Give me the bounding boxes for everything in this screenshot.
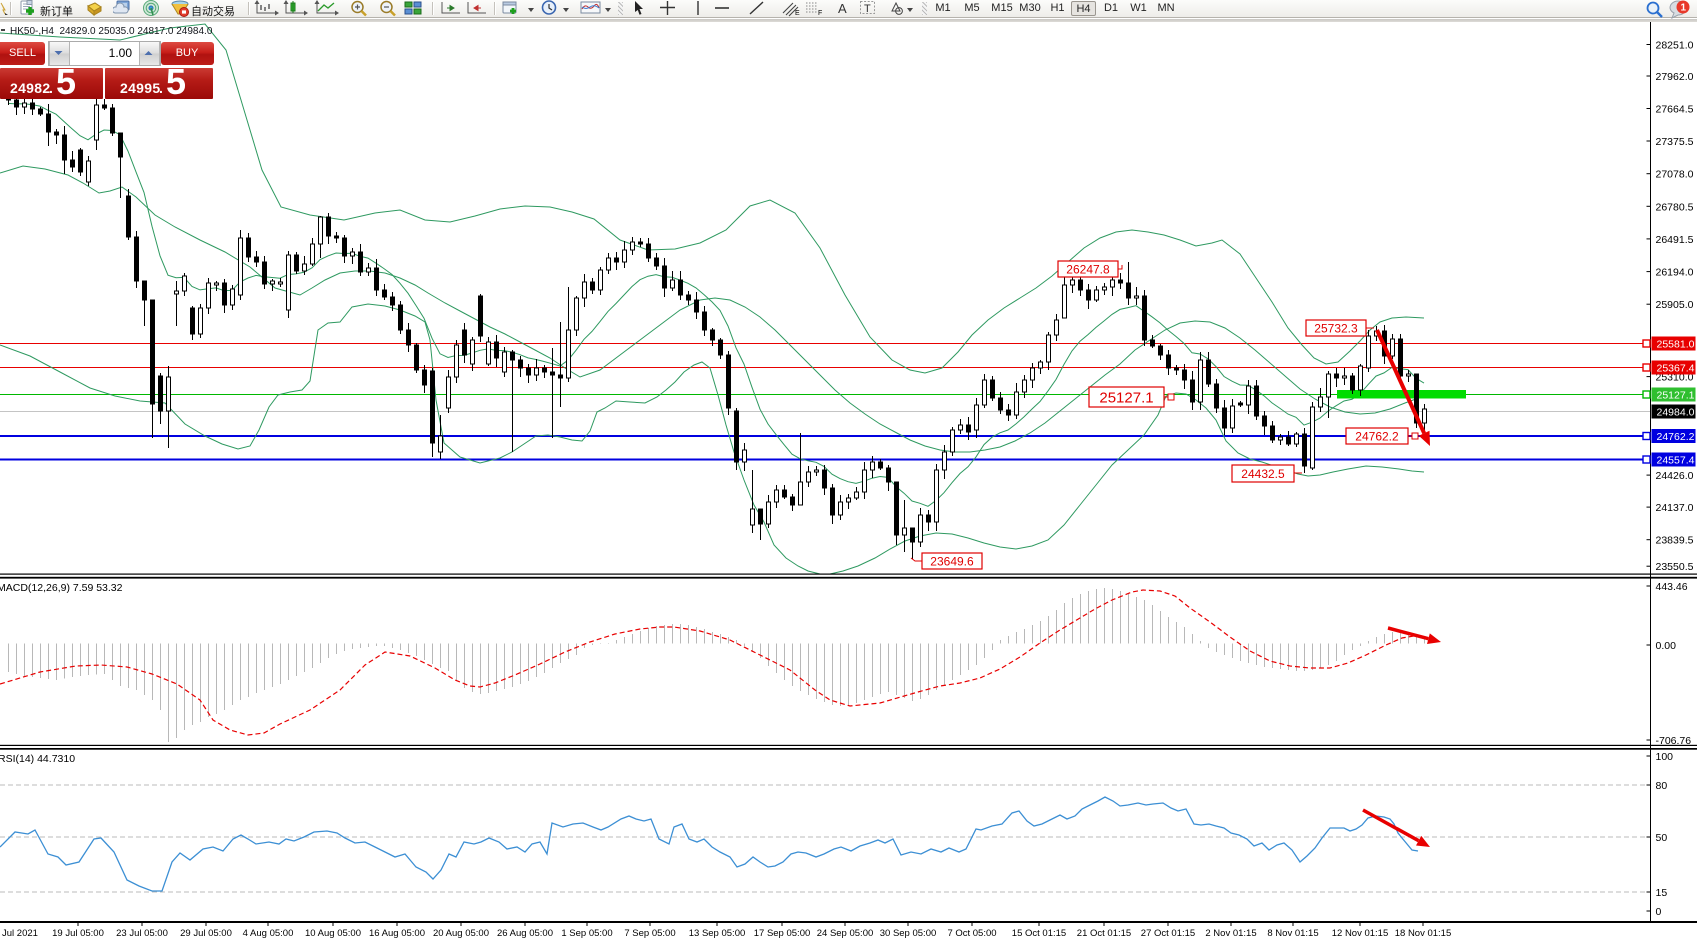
svg-text:24984.0: 24984.0	[1657, 407, 1695, 419]
svg-text:50: 50	[1656, 832, 1668, 844]
svg-text:30 Sep 05:00: 30 Sep 05:00	[880, 928, 937, 939]
svg-text:27375.5: 27375.5	[1656, 136, 1694, 148]
svg-text:26247.8: 26247.8	[1066, 262, 1110, 276]
svg-text:24 Sep 05:00: 24 Sep 05:00	[817, 928, 874, 939]
svg-text:23550.5: 23550.5	[1656, 561, 1694, 573]
svg-text:25905.0: 25905.0	[1656, 299, 1694, 311]
svg-text:15: 15	[1656, 887, 1668, 899]
svg-text:27 Oct 01:15: 27 Oct 01:15	[1141, 928, 1195, 939]
svg-text:7 Oct 05:00: 7 Oct 05:00	[947, 928, 996, 939]
svg-text:13 Sep 05:00: 13 Sep 05:00	[689, 928, 746, 939]
svg-text:RSI(14) 44.7310: RSI(14) 44.7310	[0, 753, 75, 765]
svg-text:0: 0	[1656, 906, 1662, 918]
svg-text:25581.0: 25581.0	[1657, 339, 1695, 351]
svg-text:25127.1: 25127.1	[1099, 389, 1153, 406]
svg-text:2 Nov 01:15: 2 Nov 01:15	[1205, 928, 1256, 939]
svg-text:7 Sep 05:00: 7 Sep 05:00	[624, 928, 675, 939]
svg-text:26780.5: 26780.5	[1656, 201, 1694, 213]
svg-text:25310.0: 25310.0	[1656, 372, 1694, 384]
svg-text:1: 1	[1681, 3, 1687, 14]
svg-text:24426.0: 24426.0	[1656, 470, 1694, 482]
svg-text:17 Sep 05:00: 17 Sep 05:00	[754, 928, 811, 939]
svg-text:29 Jul 05:00: 29 Jul 05:00	[180, 928, 232, 939]
svg-text:1 Sep 05:00: 1 Sep 05:00	[561, 928, 612, 939]
svg-text:24557.4: 24557.4	[1657, 455, 1695, 467]
svg-text:12 Nov 01:15: 12 Nov 01:15	[1332, 928, 1389, 939]
svg-text:E: E	[795, 10, 800, 17]
svg-text:8 Nov 01:15: 8 Nov 01:15	[1267, 928, 1318, 939]
svg-text:26491.5: 26491.5	[1656, 234, 1694, 246]
svg-text:23649.6: 23649.6	[930, 554, 974, 568]
svg-text:10 Aug 05:00: 10 Aug 05:00	[305, 928, 361, 939]
svg-text:4 Aug 05:00: 4 Aug 05:00	[243, 928, 294, 939]
svg-text:MACD(12,26,9) 7.59 53.32: MACD(12,26,9) 7.59 53.32	[0, 582, 123, 594]
svg-text:25367.4: 25367.4	[1657, 363, 1695, 375]
svg-text:25127.1: 25127.1	[1657, 390, 1695, 402]
svg-text:100: 100	[1656, 751, 1674, 763]
svg-text:27664.5: 27664.5	[1656, 104, 1694, 116]
svg-text:Jul 2021: Jul 2021	[2, 928, 38, 939]
svg-text:25732.3: 25732.3	[1314, 321, 1358, 335]
svg-text:16 Aug 05:00: 16 Aug 05:00	[369, 928, 425, 939]
svg-text:A: A	[838, 1, 847, 16]
svg-text:15 Oct 01:15: 15 Oct 01:15	[1012, 928, 1066, 939]
svg-text:24762.2: 24762.2	[1657, 431, 1695, 443]
svg-text:28251.0: 28251.0	[1656, 40, 1694, 52]
svg-text:443.46: 443.46	[1656, 581, 1688, 593]
svg-text:26194.0: 26194.0	[1656, 267, 1694, 279]
svg-text:21 Oct 01:15: 21 Oct 01:15	[1077, 928, 1131, 939]
svg-text:24432.5: 24432.5	[1241, 467, 1285, 481]
svg-text:24137.0: 24137.0	[1656, 502, 1694, 514]
svg-text:0.00: 0.00	[1656, 640, 1677, 652]
svg-text:80: 80	[1656, 780, 1668, 792]
svg-text:23 Jul 05:00: 23 Jul 05:00	[116, 928, 168, 939]
svg-text:20 Aug 05:00: 20 Aug 05:00	[433, 928, 489, 939]
svg-text:18 Nov 01:15: 18 Nov 01:15	[1395, 928, 1452, 939]
svg-text:24762.2: 24762.2	[1355, 429, 1399, 443]
svg-text:F: F	[818, 10, 822, 17]
svg-text:26 Aug 05:00: 26 Aug 05:00	[497, 928, 553, 939]
svg-text:27078.0: 27078.0	[1656, 169, 1694, 181]
svg-text:-706.76: -706.76	[1656, 735, 1692, 747]
svg-text:T: T	[864, 3, 871, 15]
svg-text:23839.5: 23839.5	[1656, 535, 1694, 547]
svg-text:19 Jul 05:00: 19 Jul 05:00	[52, 928, 104, 939]
svg-text:27962.0: 27962.0	[1656, 71, 1694, 83]
